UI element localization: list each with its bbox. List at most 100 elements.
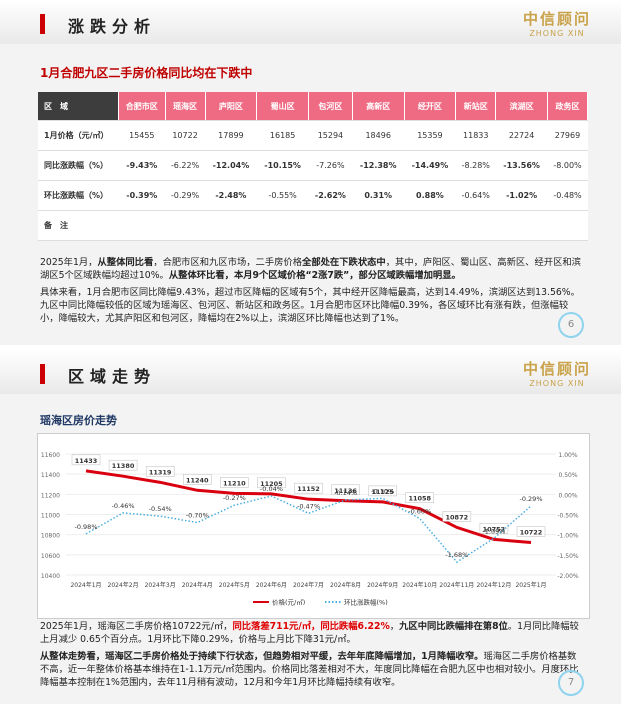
accent — [40, 364, 45, 384]
label-box — [294, 482, 323, 494]
cell: 15294 — [308, 120, 353, 151]
label-box — [71, 454, 101, 466]
cell: 11833 — [455, 120, 496, 151]
cell — [547, 210, 588, 241]
chart: 10400 10600 10800 11000 11200 11400 11600 -2.00… — [37, 433, 590, 619]
y-tick-label: 11400 — [41, 472, 60, 479]
header-cell: 包河区 — [308, 92, 353, 121]
cell: 27969 — [547, 120, 588, 151]
y2-tick-label: 0.00% — [558, 492, 577, 499]
cell: -0.39% — [118, 180, 166, 211]
data-label: -0.14% — [334, 489, 357, 497]
subtitle: 1月合肥九区二手房价格同比均在下跌中 — [40, 66, 253, 80]
cell: -0.55% — [256, 180, 309, 211]
logo: 中信顾问 ZHONG XIN — [523, 8, 591, 38]
text-run: 从整体同比看 — [97, 257, 154, 268]
header-cell: 区 域 — [38, 92, 119, 121]
accent — [40, 14, 45, 34]
data-label: 11152 — [297, 485, 320, 493]
data-label: 11240 — [186, 476, 209, 484]
paragraph: 具体来看，1月合肥市区同比降幅9.43%，超过市区降幅的区域有5个，其中经开区降… — [40, 286, 585, 325]
text-run: 九区中同比跌幅排在第8位 — [399, 621, 508, 632]
x-tick-label: 2024年2月 — [108, 581, 139, 589]
data-label: -1.68% — [445, 551, 468, 559]
x-tick-label: 2024年5月 — [219, 581, 250, 589]
y-tick-label: 10400 — [41, 573, 60, 580]
cell: 22724 — [495, 120, 548, 151]
cell — [404, 210, 456, 241]
data-label: -0.98% — [75, 523, 98, 531]
text-run: 具体来看，1月合肥市区同比降幅9.43%，超过市区降幅的区域有5个，其中经开区降… — [40, 287, 580, 324]
logo-text: 中信顾问 — [522, 10, 591, 28]
y2-tick-label: 1.00% — [558, 452, 577, 459]
paragraph: 从整体走势看，瑶海区二手房价格处于持续下行状态，但趋势相对平缓，去年年底降幅增加… — [40, 650, 585, 689]
label-box — [108, 459, 138, 471]
cell: -12.38% — [352, 150, 405, 181]
cell: 1月价格（元/㎡） — [38, 120, 119, 151]
cell: -14.49% — [404, 150, 456, 181]
y-tick-label: 11000 — [41, 513, 60, 520]
data-label: 11136 — [334, 487, 357, 495]
table-row: 环比涨跌幅（%） -0.39% -0.29% -2.48% -0.55% -2.62% 0.… — [38, 180, 588, 211]
data-label: 11125 — [371, 488, 394, 496]
cell: 18496 — [352, 120, 405, 151]
cell: -7.26% — [308, 150, 353, 181]
data-label: -1.09% — [482, 527, 505, 535]
cell: -0.48% — [547, 180, 588, 211]
data-label: 11433 — [75, 457, 98, 465]
x-tick-label: 2024年3月 — [145, 581, 176, 589]
cell: 10722 — [165, 120, 206, 151]
title: 区域走势 — [68, 367, 157, 386]
data-label: -0.47% — [297, 502, 320, 510]
logo: 中信顾问 ZHONG XIN — [523, 358, 591, 388]
data-label: -0.10% — [371, 487, 394, 495]
label-box — [220, 477, 249, 488]
label-box — [257, 477, 286, 489]
cell — [308, 210, 353, 241]
cell: -0.29% — [165, 180, 206, 211]
label-box — [145, 466, 175, 477]
legend-label: 环比涨跌幅(%) — [344, 598, 388, 607]
text-run: ，合肥市区和九区市场，二手房价格 — [153, 257, 303, 268]
cell: 0.88% — [404, 180, 456, 211]
paragraph: 2025年1月，瑶海区二手房价格10722元/㎡，同比落差711元/㎡，同比跌幅… — [40, 620, 585, 646]
x-tick-label: 2024年6月 — [256, 581, 287, 589]
text-run: 2025年1月，瑶海区二手房价格10722元/㎡， — [40, 621, 233, 632]
data-label: 11319 — [149, 468, 172, 476]
cell: -2.62% — [308, 180, 353, 211]
series-line — [85, 495, 532, 564]
cell: 同比涨跌幅（%） — [38, 150, 119, 181]
text-run: 从整体环比看，本月9个区域价格“2涨7跌”，部分区域跌幅增加明显。 — [168, 270, 461, 281]
series-line — [85, 469, 532, 545]
data-label: 10872 — [446, 513, 469, 521]
y2-tick-label: 0.50% — [558, 472, 577, 479]
text-run: ， — [389, 621, 400, 632]
header-cell: 合肥市区 — [118, 92, 166, 121]
x-tick-label: 2024年12月 — [476, 581, 511, 589]
cell: -13.56% — [495, 150, 548, 181]
text-run: 全部处在下跌状态中 — [302, 257, 386, 268]
cell — [256, 210, 309, 241]
cell: -6.22% — [165, 150, 206, 181]
cell: 环比涨跌幅（%） — [38, 180, 119, 211]
x-tick-label: 2024年7月 — [293, 581, 324, 589]
cell: -12.04% — [205, 150, 257, 181]
header-cell: 瑶海区 — [165, 92, 206, 121]
cell — [118, 210, 166, 241]
page-number: 7 — [558, 670, 584, 696]
text-run: 同比落差711元/㎡，同比跌幅6.22% — [232, 621, 390, 632]
text-run: 2025年1月， — [40, 257, 98, 268]
cell: -8.28% — [455, 150, 496, 181]
data-label: -0.70% — [186, 512, 209, 520]
cell: -1.02% — [495, 180, 548, 211]
text-run: 从整体走势看，瑶海区二手房价格处于持续下行状态，但趋势相对平缓，去年年底降幅增加… — [40, 651, 484, 662]
cell: -0.64% — [455, 180, 496, 211]
cell: -10.15% — [256, 150, 309, 181]
label-box — [479, 523, 509, 534]
table-header: 区 域合肥市区 瑶海区 庐阳区 蜀山区 包河区 高新区 经开区 新站区 滨湖区 政务区 — [38, 92, 589, 121]
y-tick-label: 11200 — [41, 492, 60, 499]
cell — [352, 210, 405, 241]
cell — [455, 210, 496, 241]
cell: -8.00% — [547, 150, 588, 181]
logo-text: 中信顾问 — [522, 360, 591, 378]
